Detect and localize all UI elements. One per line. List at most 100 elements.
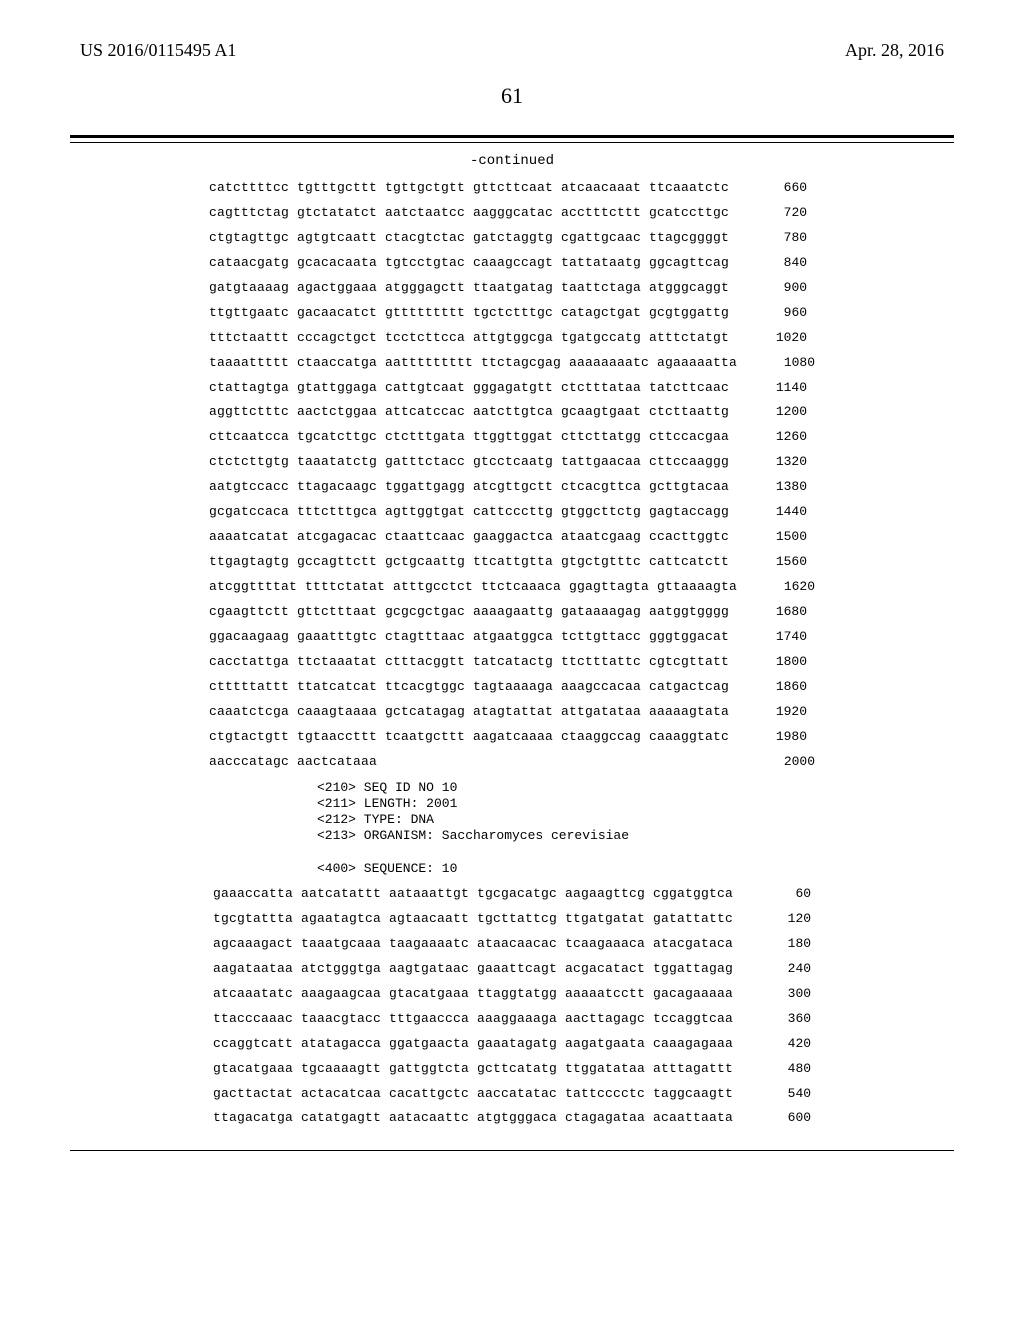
sequence-bases: ctttttattt ttatcatcat ttcacgtggc tagtaaa… — [209, 680, 729, 695]
sequence-row: ctttttattt ttatcatcat ttcacgtggc tagtaaa… — [209, 680, 815, 695]
sequence-row: aacccatagc aactcataaa 2000 — [209, 755, 815, 770]
sequence-bases: ttgttgaatc gacaacatct gttttttttt tgctctt… — [209, 306, 729, 321]
sequence-bases: ctattagtga gtattggaga cattgtcaat gggagat… — [209, 381, 729, 396]
sequence-position: 1140 — [747, 381, 807, 396]
sequence-row: ttacccaaac taaacgtacc tttgaaccca aaaggaa… — [213, 1012, 811, 1027]
sequence-position: 2000 — [755, 755, 815, 770]
horizontal-rule-bottom — [70, 1150, 954, 1151]
sequence-bases: cagtttctag gtctatatct aatctaatcc aagggca… — [209, 206, 729, 221]
sequence-bases: atcaaatatc aaagaagcaa gtacatgaaa ttaggta… — [213, 987, 733, 1002]
sequence-bases: cttcaatcca tgcatcttgc ctctttgata ttggttg… — [209, 430, 729, 445]
sequence-bases: cgaagttctt gttctttaat gcgcgctgac aaaagaa… — [209, 605, 729, 620]
sequence-row: cataacgatg gcacacaata tgtcctgtac caaagcc… — [209, 256, 815, 271]
sequence-bases: aggttctttc aactctggaa attcatccac aatcttg… — [209, 405, 729, 420]
sequence-row: ttgagtagtg gccagttctt gctgcaattg ttcattg… — [209, 555, 815, 570]
sequence-bases: caaatctcga caaagtaaaa gctcatagag atagtat… — [209, 705, 729, 720]
horizontal-rule-top — [70, 135, 954, 143]
sequence-position: 1020 — [747, 331, 807, 346]
sequence-row: ttagacatga catatgagtt aatacaattc atgtggg… — [213, 1111, 811, 1126]
page-container: US 2016/0115495 A1 Apr. 28, 2016 61 -con… — [0, 0, 1024, 1201]
sequence-row: cttcaatcca tgcatcttgc ctctttgata ttggttg… — [209, 430, 815, 445]
sequence-bases: ttgagtagtg gccagttctt gctgcaattg ttcattg… — [209, 555, 729, 570]
sequence-position: 1980 — [747, 730, 807, 745]
sequence-bases: gcgatccaca tttctttgca agttggtgat cattccc… — [209, 505, 729, 520]
sequence-row: aatgtccacc ttagacaagc tggattgagg atcgttg… — [209, 480, 815, 495]
sequence-row: gcgatccaca tttctttgca agttggtgat cattccc… — [209, 505, 815, 520]
sequence-row: atcggttttat ttttctatat atttgcctct ttctca… — [209, 580, 815, 595]
sequence-bases: ttagacatga catatgagtt aatacaattc atgtggg… — [213, 1111, 733, 1126]
sequence-position: 1680 — [747, 605, 807, 620]
sequence-bases: aatgtccacc ttagacaagc tggattgagg atcgttg… — [209, 480, 729, 495]
sequence-row: atcaaatatc aaagaagcaa gtacatgaaa ttaggta… — [213, 987, 811, 1002]
sequence-row: agcaaagact taaatgcaaa taagaaaatc ataacaa… — [213, 937, 811, 952]
sequence-row: ctgtagttgc agtgtcaatt ctacgtctac gatctag… — [209, 231, 815, 246]
sequence-bases: agcaaagact taaatgcaaa taagaaaatc ataacaa… — [213, 937, 733, 952]
sequence-bases: tgcgtattta agaatagtca agtaacaatt tgcttat… — [213, 912, 733, 927]
sequence-position: 1200 — [747, 405, 807, 420]
sequence-bases: cataacgatg gcacacaata tgtcctgtac caaagcc… — [209, 256, 729, 271]
publication-number: US 2016/0115495 A1 — [80, 40, 236, 61]
sequence-position: 480 — [751, 1062, 811, 1077]
sequence-position: 960 — [747, 306, 807, 321]
sequence-position: 60 — [751, 887, 811, 902]
sequence-position: 180 — [751, 937, 811, 952]
sequence-position: 600 — [751, 1111, 811, 1126]
sequence-position: 1620 — [755, 580, 815, 595]
sequence-row: caaatctcga caaagtaaaa gctcatagag atagtat… — [209, 705, 815, 720]
sequence-row: aaaatcatat atcgagacac ctaattcaac gaaggac… — [209, 530, 815, 545]
sequence-bases: ggacaagaag gaaatttgtc ctagtttaac atgaatg… — [209, 630, 729, 645]
sequence-row: cagtttctag gtctatatct aatctaatcc aagggca… — [209, 206, 815, 221]
sequence-row: ttgttgaatc gacaacatct gttttttttt tgctctt… — [209, 306, 815, 321]
sequence-row: cgaagttctt gttctttaat gcgcgctgac aaaagaa… — [209, 605, 815, 620]
sequence-bases: tttctaattt cccagctgct tcctcttcca attgtgg… — [209, 331, 729, 346]
sequence-bases: aaaatcatat atcgagacac ctaattcaac gaaggac… — [209, 530, 729, 545]
sequence-position: 720 — [747, 206, 807, 221]
sequence-position: 840 — [747, 256, 807, 271]
sequence-row: gacttactat actacatcaa cacattgctc aaccata… — [213, 1087, 811, 1102]
sequence-row: ctgtactgtt tgtaaccttt tcaatgcttt aagatca… — [209, 730, 815, 745]
publication-date: Apr. 28, 2016 — [845, 40, 944, 61]
sequence-row: gtacatgaaa tgcaaaagtt gattggtcta gcttcat… — [213, 1062, 811, 1077]
sequence-bases: ttacccaaac taaacgtacc tttgaaccca aaaggaa… — [213, 1012, 733, 1027]
sequence-bases: gaaaccatta aatcatattt aataaattgt tgcgaca… — [213, 887, 733, 902]
sequence-position: 1740 — [747, 630, 807, 645]
sequence-position: 1380 — [747, 480, 807, 495]
sequence-block-1: catcttttcc tgtttgcttt tgttgctgtt gttcttc… — [209, 181, 815, 770]
sequence-row: tttctaattt cccagctgct tcctcttcca attgtgg… — [209, 331, 815, 346]
sequence-row: ccaggtcatt atatagacca ggatgaacta gaaatag… — [213, 1037, 811, 1052]
sequence-position: 1260 — [747, 430, 807, 445]
sequence-position: 1560 — [747, 555, 807, 570]
sequence-bases: gatgtaaaag agactggaaa atgggagctt ttaatga… — [209, 281, 729, 296]
sequence-position: 300 — [751, 987, 811, 1002]
header-row: US 2016/0115495 A1 Apr. 28, 2016 — [70, 40, 954, 61]
sequence-row: taaaattttt ctaaccatga aattttttttt ttctag… — [209, 356, 815, 371]
sequence-row: tgcgtattta agaatagtca agtaacaatt tgcttat… — [213, 912, 811, 927]
page-number: 61 — [70, 83, 954, 109]
sequence-row: ggacaagaag gaaatttgtc ctagtttaac atgaatg… — [209, 630, 815, 645]
sequence-position: 360 — [751, 1012, 811, 1027]
sequence-position: 1860 — [747, 680, 807, 695]
sequence-bases: ctgtagttgc agtgtcaatt ctacgtctac gatctag… — [209, 231, 729, 246]
sequence-position: 1500 — [747, 530, 807, 545]
sequence-position: 1320 — [747, 455, 807, 470]
sequence-position: 120 — [751, 912, 811, 927]
sequence-position: 540 — [751, 1087, 811, 1102]
sequence-bases: aacccatagc aactcataaa — [209, 755, 737, 770]
sequence-bases: ctgtactgtt tgtaaccttt tcaatgcttt aagatca… — [209, 730, 729, 745]
sequence-bases: atcggttttat ttttctatat atttgcctct ttctca… — [209, 580, 737, 595]
sequence-row: ctctcttgtg taaatatctg gatttctacc gtcctca… — [209, 455, 815, 470]
sequence-position: 780 — [747, 231, 807, 246]
sequence-bases: aagataataa atctgggtga aagtgataac gaaattc… — [213, 962, 733, 977]
sequence-position: 1440 — [747, 505, 807, 520]
sequence-bases: catcttttcc tgtttgcttt tgttgctgtt gttcttc… — [209, 181, 729, 196]
sequence-row: ctattagtga gtattggaga cattgtcaat gggagat… — [209, 381, 815, 396]
sequence-bases: taaaattttt ctaaccatga aattttttttt ttctag… — [209, 356, 737, 371]
sequence-row: aagataataa atctgggtga aagtgataac gaaattc… — [213, 962, 811, 977]
sequence-row: aggttctttc aactctggaa attcatccac aatcttg… — [209, 405, 815, 420]
sequence-row: gatgtaaaag agactggaaa atgggagctt ttaatga… — [209, 281, 815, 296]
sequence-row: gaaaccatta aatcatattt aataaattgt tgcgaca… — [213, 887, 811, 902]
sequence-position: 900 — [747, 281, 807, 296]
sequence-block-2: gaaaccatta aatcatattt aataaattgt tgcgaca… — [213, 887, 811, 1126]
sequence-bases: cacctattga ttctaaatat ctttacggtt tatcata… — [209, 655, 729, 670]
sequence-position: 240 — [751, 962, 811, 977]
